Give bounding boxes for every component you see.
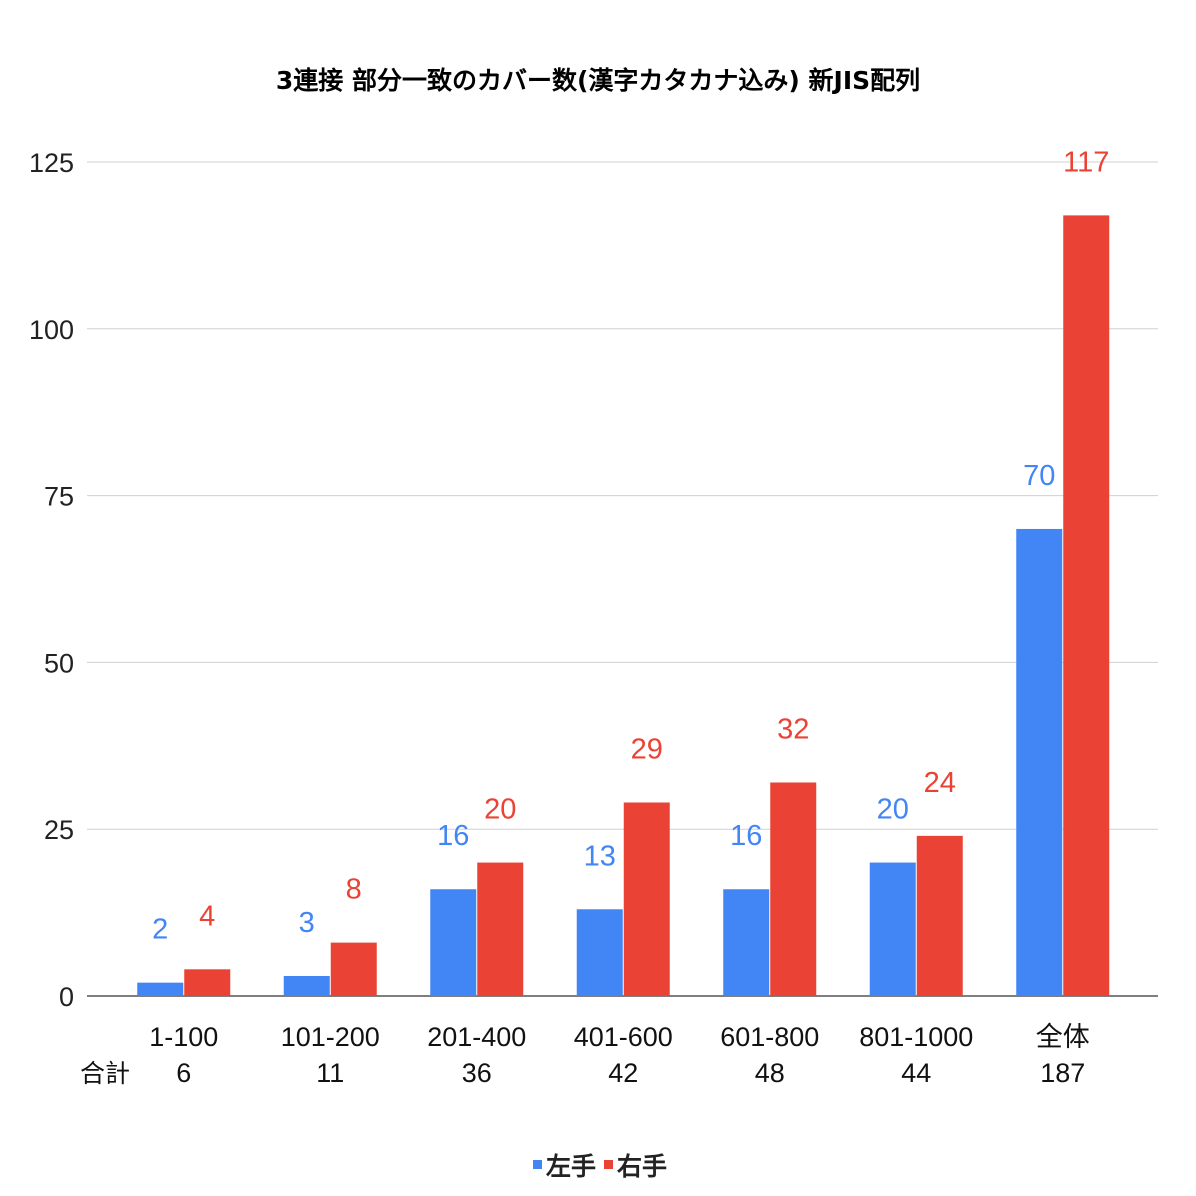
y-tick-label: 50 <box>44 648 74 678</box>
data-label: 4 <box>199 900 215 932</box>
bar <box>330 942 377 996</box>
x-axis-ticks: 1-100 6 101-200 11 201-400 36 401-600 42 601-800… <box>149 1022 1090 1088</box>
legend-label: 右手 <box>617 1152 667 1181</box>
data-label: 24 <box>924 767 956 799</box>
data-label: 117 <box>1063 146 1109 178</box>
total-label: 36 <box>462 1058 492 1088</box>
y-tick-label: 25 <box>44 815 74 845</box>
bar <box>430 889 477 996</box>
bar <box>623 802 670 996</box>
bar <box>916 835 963 996</box>
data-label: 16 <box>437 820 469 852</box>
data-label: 70 <box>1023 460 1055 492</box>
data-label: 3 <box>299 907 315 939</box>
bar <box>770 782 817 996</box>
total-label: 187 <box>1040 1058 1085 1088</box>
x-tick-label: 601-800 <box>720 1022 819 1052</box>
data-labels: 2 4 38 16 20 13 29 16 32 20 24 70 117 <box>152 146 1109 945</box>
legend-label: 左手 <box>546 1152 596 1181</box>
x-tick-label: 401-600 <box>574 1022 673 1052</box>
data-label: 2 <box>152 914 168 946</box>
data-label: 32 <box>777 713 809 745</box>
gridlines <box>87 161 1158 997</box>
bar <box>477 862 524 996</box>
data-label: 29 <box>631 734 663 766</box>
data-label: 13 <box>584 840 616 872</box>
legend-swatch <box>604 1160 613 1169</box>
bar <box>723 889 770 996</box>
y-axis-ticks: 0 25 50 75 100 125 <box>29 148 74 1012</box>
bar <box>576 909 623 996</box>
bar <box>137 982 184 996</box>
legend: 左手 右手 <box>533 1152 667 1181</box>
bar <box>869 862 916 996</box>
x-tick-label: 201-400 <box>427 1022 526 1052</box>
chart-title: 3連接 部分一致のカバー数(漢字カタカナ込み) 新JIS配列 <box>276 66 920 95</box>
y-tick-label: 75 <box>44 482 74 512</box>
y-tick-label: 125 <box>29 148 74 178</box>
x-tick-label: 1-100 <box>149 1022 218 1052</box>
y-tick-label: 100 <box>29 315 74 345</box>
x-tick-label: 全体 <box>1036 1022 1090 1052</box>
bar <box>1063 215 1110 997</box>
bar <box>184 969 231 996</box>
x-tick-label: 801-1000 <box>859 1022 973 1052</box>
x-tick-label: 101-200 <box>281 1022 380 1052</box>
bar <box>283 975 330 996</box>
y-tick-label: 0 <box>59 982 74 1012</box>
total-label: 44 <box>901 1058 931 1088</box>
total-label: 48 <box>755 1058 785 1088</box>
data-label: 20 <box>484 794 516 826</box>
data-label: 8 <box>346 874 362 906</box>
legend-swatch <box>533 1160 542 1169</box>
bars <box>137 215 1110 997</box>
data-label: 20 <box>877 794 909 826</box>
total-label: 42 <box>608 1058 638 1088</box>
data-label: 16 <box>730 820 762 852</box>
totals-row-label: 合計 <box>80 1059 130 1088</box>
bar <box>1016 528 1063 996</box>
total-label: 11 <box>316 1058 344 1088</box>
total-label: 6 <box>176 1058 191 1088</box>
